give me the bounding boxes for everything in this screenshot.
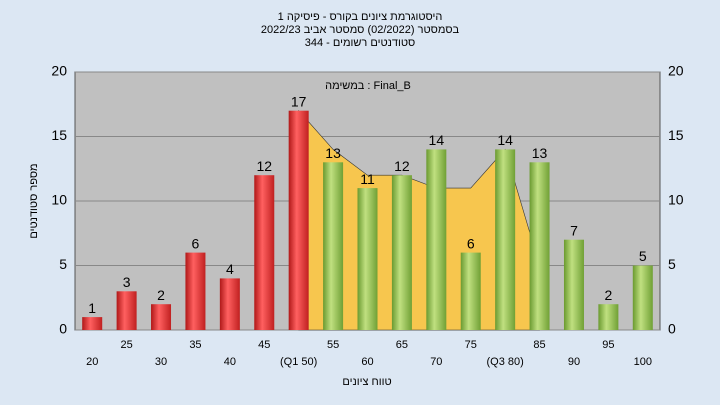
bar	[116, 291, 137, 330]
value-label: 5	[639, 248, 647, 264]
x-tick-label: 100	[634, 356, 652, 368]
value-label: 13	[325, 145, 341, 161]
x-tick-label: 20	[86, 356, 98, 368]
y-tick-label: 10	[51, 192, 67, 208]
bar	[598, 304, 619, 330]
bar	[563, 239, 584, 330]
bar	[151, 304, 172, 330]
y-tick-label: 0	[668, 321, 676, 337]
x-tick-label: (Q3 80)	[486, 356, 523, 368]
value-label: 6	[192, 235, 200, 251]
value-label: 12	[394, 158, 410, 174]
x-tick-label: (Q1 50)	[280, 356, 317, 368]
value-label: 14	[497, 132, 513, 148]
chart-subtitle: בסמסטר (02/2022) סמסטר אביב 2022/23	[261, 24, 460, 36]
annotation: במשימה : Final_B	[325, 80, 411, 92]
value-label: 12	[256, 158, 272, 174]
value-label: 13	[532, 145, 548, 161]
x-tick-label: 85	[533, 339, 545, 351]
x-tick-label: 75	[465, 339, 477, 351]
value-label: 11	[360, 171, 375, 187]
bar	[529, 162, 550, 330]
x-tick-label: 65	[396, 339, 408, 351]
bar	[82, 317, 103, 330]
y-tick-label: 5	[59, 256, 67, 272]
value-label: 4	[226, 261, 234, 277]
bar	[460, 252, 481, 330]
bar	[219, 278, 240, 330]
x-axis-label: טווח ציונים	[342, 376, 391, 388]
x-tick-label: 25	[120, 339, 132, 351]
x-tick-label: 45	[258, 339, 270, 351]
value-label: 7	[570, 222, 578, 238]
value-label: 2	[157, 287, 165, 303]
x-tick-label: 55	[327, 339, 339, 351]
value-label: 3	[123, 274, 131, 290]
bar	[391, 175, 412, 330]
x-tick-label: 70	[430, 356, 442, 368]
bar	[426, 149, 447, 330]
value-label: 6	[467, 235, 475, 251]
bar	[288, 110, 309, 330]
y-tick-label: 5	[668, 256, 676, 272]
bar	[254, 175, 275, 330]
x-tick-label: 40	[224, 356, 236, 368]
bar	[495, 149, 516, 330]
y-tick-label: 15	[51, 127, 67, 143]
value-label: 2	[604, 287, 612, 303]
bar	[357, 188, 378, 330]
y-tick-label: 15	[668, 127, 684, 143]
y-tick-label: 0	[59, 321, 67, 337]
value-label: 17	[291, 93, 307, 109]
bar	[185, 252, 206, 330]
y-tick-label: 20	[668, 63, 684, 79]
y-axis-label: מספר סטודנטים	[28, 163, 40, 238]
value-label: 1	[88, 300, 96, 316]
x-tick-label: 60	[361, 356, 373, 368]
bar	[632, 265, 653, 330]
x-tick-label: 30	[155, 356, 167, 368]
chart-title: היסטוגרמת ציונים בקורס - פיסיקה 1	[278, 11, 443, 23]
value-label: 14	[429, 132, 445, 148]
y-tick-label: 20	[51, 63, 67, 79]
x-tick-label: 90	[568, 356, 580, 368]
y-tick-label: 10	[668, 192, 684, 208]
chart-subtitle: סטודנטים רשומים - 344	[305, 37, 416, 49]
bar	[323, 162, 344, 330]
x-tick-label: 95	[602, 339, 614, 351]
x-tick-label: 35	[189, 339, 201, 351]
